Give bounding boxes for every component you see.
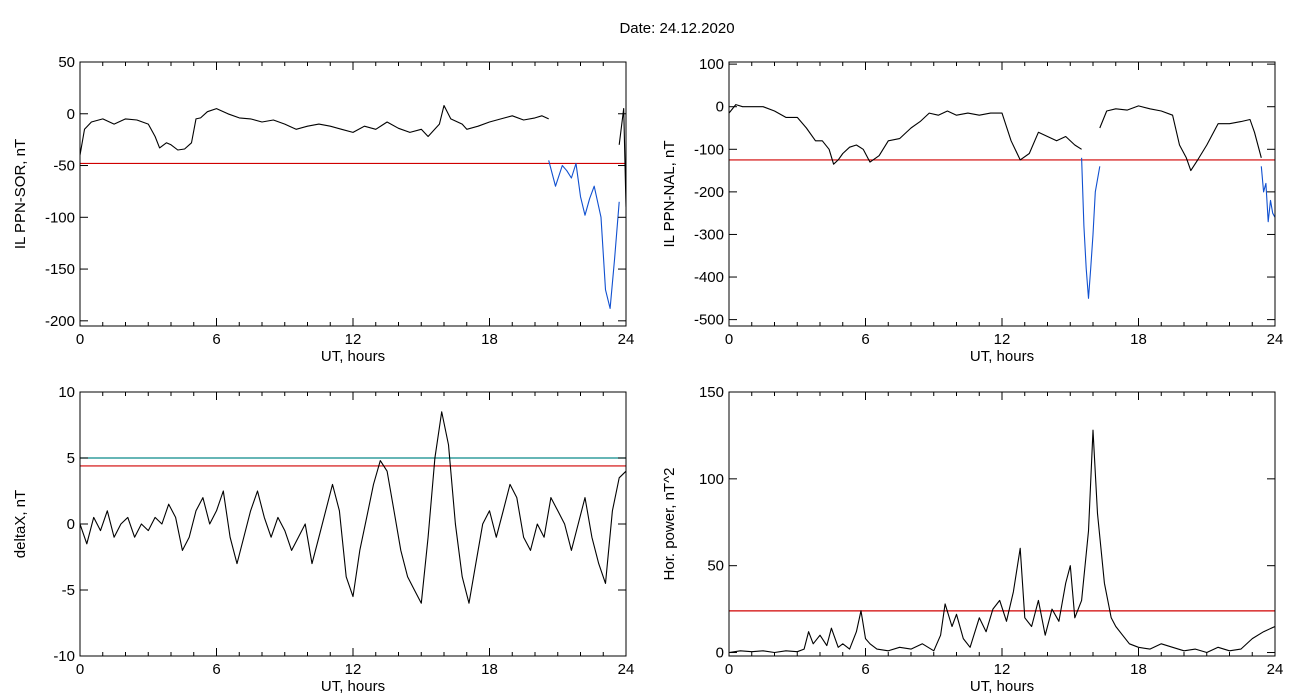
series-line [1099,105,1262,172]
x-axis-label: UT, hours [970,348,1034,365]
x-tick-label: 12 [345,661,362,678]
y-axis-label: Hor. power, nT^2 [661,468,678,581]
y-tick-label: 150 [699,384,724,401]
x-tick-label: 0 [76,661,84,678]
x-tick-label: 12 [994,331,1011,348]
plot-frame [79,61,627,327]
y-tick-label: 50 [58,54,75,71]
x-tick-label: 24 [1267,661,1284,678]
y-tick-label: 0 [67,516,75,533]
chart-panel-p3: 0 6 12 18 24 10 5 0 -5 -10 UT, hours deltaX, nT [12,384,634,695]
x-tick-label: 24 [1267,331,1284,348]
series-line [80,104,549,156]
y-tick-label: -400 [694,269,724,286]
y-tick-label: 100 [699,471,724,488]
y-axis-label: IL PPN-NAL, nT [661,141,678,248]
y-tick-label: 0 [716,99,724,116]
x-axis-label: UT, hours [321,348,385,365]
series-line [80,411,626,604]
x-axis-label: UT, hours [970,678,1034,695]
x-tick-label: 6 [212,331,220,348]
x-tick-label: 18 [1130,331,1147,348]
x-tick-label: 6 [861,661,869,678]
y-tick-label: -150 [45,261,75,278]
y-axis-label: IL PPN-SOR, nT [12,139,29,249]
y-tick-label: -200 [45,313,75,330]
x-tick-label: 6 [212,661,220,678]
x-tick-label: 24 [618,331,635,348]
y-tick-label: -10 [53,648,75,665]
y-tick-label: -300 [694,226,724,243]
series-line [729,429,1275,654]
y-tick-label: 100 [699,56,724,73]
series-line [548,160,620,309]
x-tick-label: 12 [345,331,362,348]
y-tick-label: 0 [716,645,724,662]
series-line [1081,157,1101,299]
x-tick-label: 0 [725,331,733,348]
y-tick-label: -200 [694,184,724,201]
y-tick-label: -100 [45,209,75,226]
y-tick-label: 0 [67,106,75,123]
y-axis-label: deltaX, nT [12,490,29,558]
x-tick-label: 18 [481,331,498,348]
x-tick-label: 0 [76,331,84,348]
series-line [1260,166,1275,223]
figure-title: Date: 24.12.2020 [619,20,734,37]
y-tick-label: 50 [707,558,724,575]
x-tick-label: 24 [618,661,635,678]
plot-frame [728,391,1276,657]
x-tick-label: 6 [861,331,869,348]
plot-frame [728,61,1276,327]
series-line [729,104,1082,165]
x-tick-label: 18 [1130,661,1147,678]
x-tick-label: 0 [725,661,733,678]
y-tick-label: -50 [53,158,75,175]
x-tick-label: 12 [994,661,1011,678]
x-tick-label: 18 [481,661,498,678]
y-tick-label: -100 [694,141,724,158]
chart-panel-p1: 0 6 12 18 24 50 0 -50 -100 -150 -200 UT, hours IL PP… [12,54,634,365]
chart-panel-p2: 0 6 12 18 24 100 0 -100 -200 -300 -400 -500 UT, hour… [661,56,1283,365]
series-line [618,108,626,207]
y-tick-label: 5 [67,450,75,467]
y-tick-label: 10 [58,384,75,401]
chart-panel-p4: 0 6 12 18 24 150 100 50 0 UT, hours Hor. power, nT… [661,384,1283,695]
y-tick-label: -5 [62,582,75,599]
x-axis-label: UT, hours [321,678,385,695]
y-tick-label: -500 [694,312,724,329]
